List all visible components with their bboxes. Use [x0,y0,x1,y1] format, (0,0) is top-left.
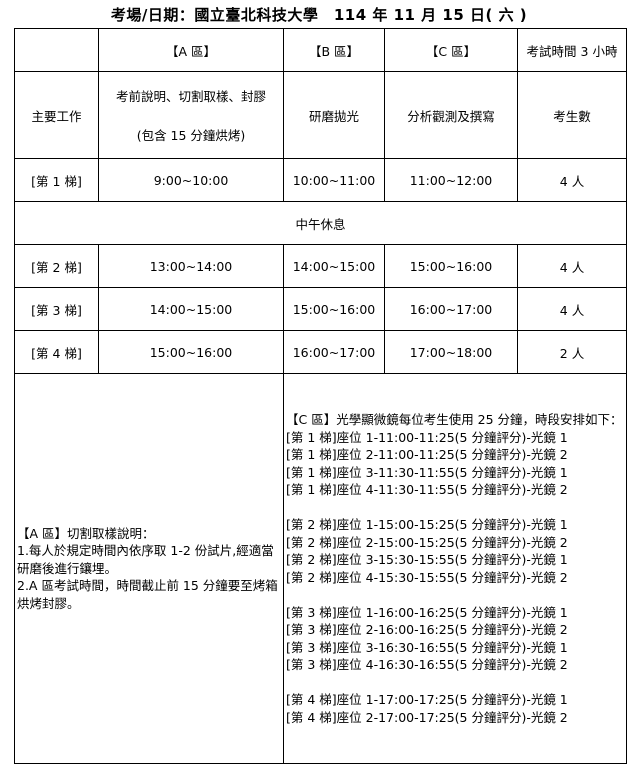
header-duration: 考試時間 3 小時 [517,28,627,72]
lunch-row: 中午休息 [14,201,627,245]
a-time: 9:00~10:00 [98,158,284,202]
session-label: [第 3 梯] [14,287,99,331]
a-time: 15:00~16:00 [98,330,284,374]
main-task-row: 主要工作 考前說明、切割取樣、封膠 (包含 15 分鐘烘烤) 研磨拋光 分析觀測… [14,71,627,159]
examinee-count: 4 人 [517,287,627,331]
table-row: [第 1 梯] 9:00~10:00 10:00~11:00 11:00~12:… [14,158,627,202]
header-c-zone: 【C 區】 [384,28,518,72]
table-row: [第 2 梯] 13:00~14:00 14:00~15:00 15:00~16… [14,244,627,288]
notes-row: 【A 區】切割取樣說明： 1.每人於規定時間內依序取 1-2 份試片,經適當研磨… [14,373,627,764]
session-label: [第 2 梯] [14,244,99,288]
header-blank [14,28,99,72]
session-label: [第 4 梯] [14,330,99,374]
b-time: 16:00~17:00 [283,330,385,374]
header-a-zone: 【A 區】 [98,28,284,72]
c-time: 17:00~18:00 [384,330,518,374]
b-time: 15:00~16:00 [283,287,385,331]
c-zone-note: 【C 區】光學顯微鏡每位考生使用 25 分鐘，時段安排如下： [第 1 梯]座位… [283,373,627,764]
b-time: 10:00~11:00 [283,158,385,202]
schedule-table: 【A 區】 【B 區】 【C 區】 考試時間 3 小時 主要工作 考前說明、切割… [14,28,627,764]
main-task-label: 主要工作 [14,71,99,159]
main-task-a-line1: 考前說明、切割取樣、封膠 [115,89,266,104]
c-time: 16:00~17:00 [384,287,518,331]
examinee-count: 4 人 [517,158,627,202]
main-task-a-line2: (包含 15 分鐘烘烤) [136,128,246,143]
c-time: 15:00~16:00 [384,244,518,288]
header-row: 【A 區】 【B 區】 【C 區】 考試時間 3 小時 [14,28,627,72]
a-time: 14:00~15:00 [98,287,284,331]
c-time: 11:00~12:00 [384,158,518,202]
a-time: 13:00~14:00 [98,244,284,288]
b-time: 14:00~15:00 [283,244,385,288]
page-title: 考場/日期：國立臺北科技大學 114 年 11 月 15 日( 六 ) [110,6,528,24]
main-task-c: 分析觀測及撰寫 [384,71,518,159]
session-label: [第 1 梯] [14,158,99,202]
table-row: [第 4 梯] 15:00~16:00 16:00~17:00 17:00~18… [14,330,627,374]
table-row: [第 3 梯] 14:00~15:00 15:00~16:00 16:00~17… [14,287,627,331]
a-zone-note: 【A 區】切割取樣說明： 1.每人於規定時間內依序取 1-2 份試片,經適當研磨… [14,373,284,764]
count-label: 考生數 [517,71,627,159]
examinee-count: 2 人 [517,330,627,374]
main-task-b: 研磨拋光 [283,71,385,159]
main-task-a: 考前說明、切割取樣、封膠 (包含 15 分鐘烘烤) [98,71,284,159]
lunch-break: 中午休息 [14,201,627,245]
header-b-zone: 【B 區】 [283,28,385,72]
examinee-count: 4 人 [517,244,627,288]
